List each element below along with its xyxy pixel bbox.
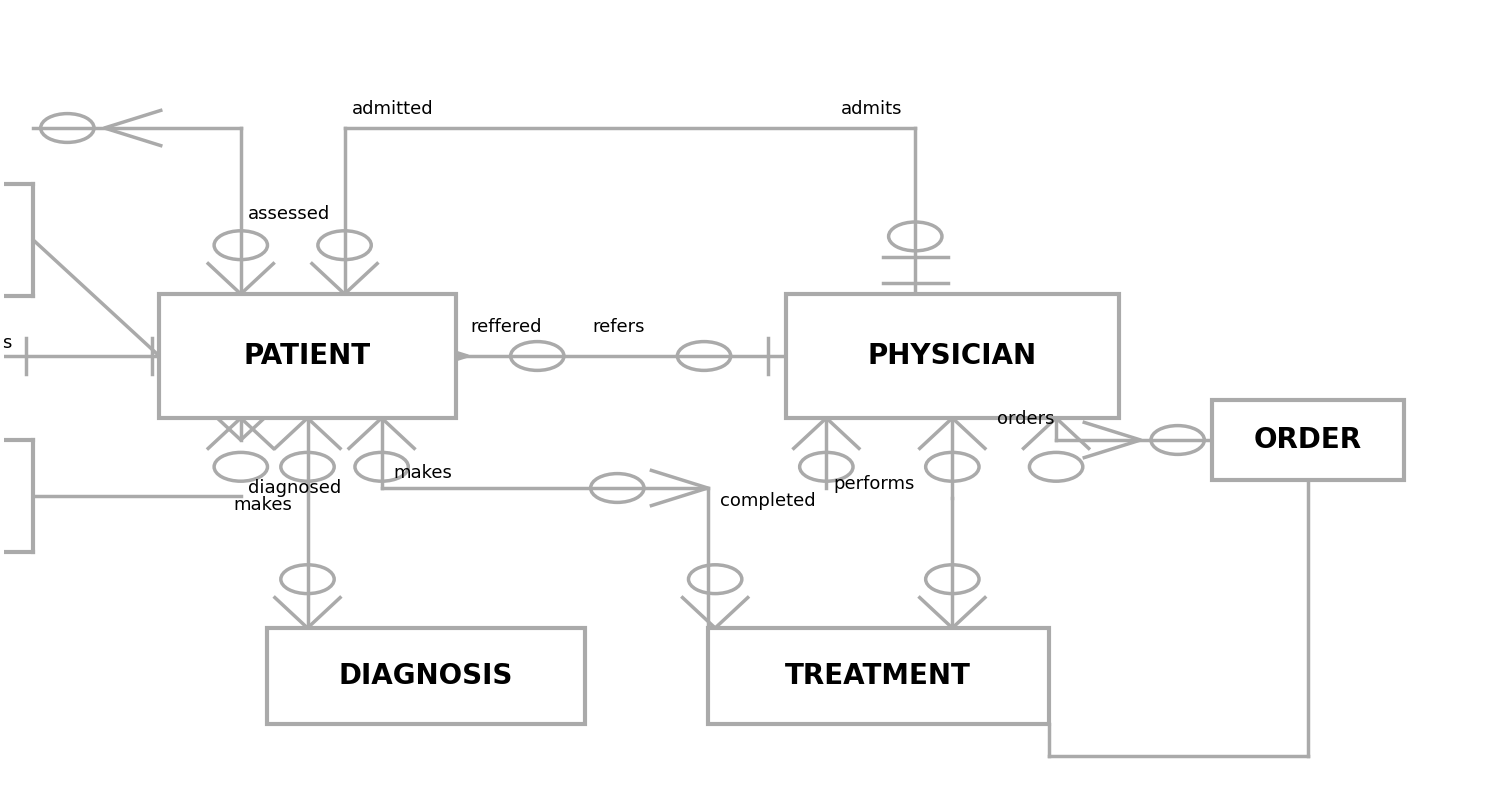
- Bar: [786, 294, 1119, 418]
- Text: TREATMENT: TREATMENT: [785, 662, 972, 690]
- Text: s: s: [1, 334, 10, 352]
- Bar: [1211, 400, 1404, 480]
- Text: diagnosed: diagnosed: [248, 479, 342, 497]
- Text: completed: completed: [719, 492, 816, 510]
- Text: performs: performs: [834, 475, 915, 493]
- Text: makes: makes: [394, 463, 452, 482]
- Text: PATIENT: PATIENT: [244, 342, 372, 370]
- Text: DIAGNOSIS: DIAGNOSIS: [339, 662, 513, 690]
- Bar: [159, 294, 456, 418]
- Text: PHYSICIAN: PHYSICIAN: [868, 342, 1037, 370]
- Text: admitted: admitted: [352, 100, 434, 118]
- Text: admits: admits: [841, 100, 902, 118]
- Text: makes: makes: [233, 496, 293, 514]
- Text: ORDER: ORDER: [1254, 426, 1363, 454]
- Bar: [707, 628, 1049, 724]
- Text: assessed: assessed: [248, 205, 330, 222]
- Text: refers: refers: [593, 318, 645, 336]
- Text: reffered: reffered: [471, 318, 542, 336]
- Text: orders: orders: [997, 410, 1054, 428]
- Bar: [267, 628, 585, 724]
